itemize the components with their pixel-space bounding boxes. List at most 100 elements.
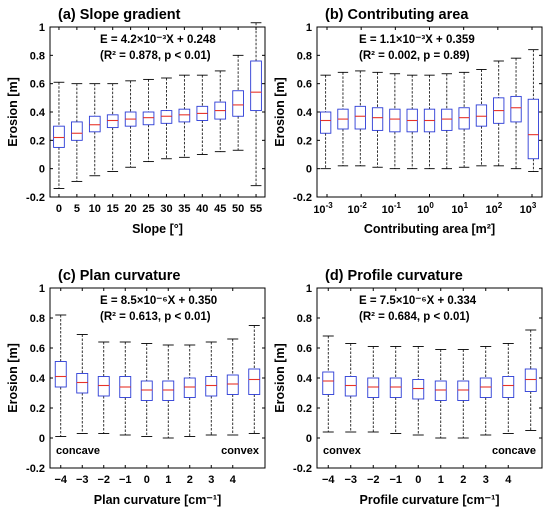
iqr-box xyxy=(162,380,175,401)
box-0 xyxy=(322,335,335,433)
x-axis-label: Plan curvature [cm⁻¹] xyxy=(94,493,221,507)
left-note: concave xyxy=(56,445,100,457)
x-tick-label: 40 xyxy=(196,203,208,215)
y-tick-label: 0.6 xyxy=(297,79,312,91)
iqr-box xyxy=(412,379,425,400)
x-tick-label: 102 xyxy=(485,201,502,216)
box-4 xyxy=(140,343,153,437)
y-tick-label: 1 xyxy=(39,22,45,34)
x-tick-label: 10-1 xyxy=(382,201,402,216)
x-tick-label: −4 xyxy=(54,474,67,486)
box-7 xyxy=(205,341,218,436)
box-9 xyxy=(214,70,227,153)
x-tick-label: 1 xyxy=(165,474,171,486)
x-tick-base: 10 xyxy=(347,204,359,216)
iqr-box xyxy=(205,376,218,397)
x-tick-label: 100 xyxy=(417,201,434,216)
box-2 xyxy=(367,346,380,433)
x-tick-base: 10 xyxy=(485,204,497,216)
x-tick-label: −3 xyxy=(76,474,89,486)
regression-equation: E = 7.5×10⁻⁶X + 0.334 xyxy=(359,295,477,307)
iqr-box xyxy=(53,125,65,148)
iqr-box xyxy=(140,380,153,401)
iqr-box xyxy=(232,90,244,117)
y-tick-label: 0.2 xyxy=(30,135,45,147)
panel-title: (d) Profile curvature xyxy=(325,268,463,284)
box-3 xyxy=(119,341,132,436)
iqr-box xyxy=(142,111,155,126)
y-tick-label: 0.8 xyxy=(297,50,312,62)
x-tick-label: 30 xyxy=(160,203,172,215)
x-tick-label: 10 xyxy=(89,203,101,215)
iqr-box xyxy=(250,60,262,112)
box-3 xyxy=(371,71,384,168)
box-8 xyxy=(196,74,209,155)
x-tick-label: 35 xyxy=(178,203,190,215)
x-tick-label: 45 xyxy=(214,203,226,215)
box-1 xyxy=(337,71,349,167)
y-tick-label: 0 xyxy=(306,433,312,445)
x-tick-label: 1 xyxy=(438,474,444,486)
box-9 xyxy=(248,325,261,434)
x-tick-exponent: 3 xyxy=(532,201,537,210)
x-tick-label: −1 xyxy=(389,474,402,486)
y-tick-label: 0.4 xyxy=(297,373,313,385)
x-tick-label: −2 xyxy=(367,474,380,486)
box-3 xyxy=(389,346,402,434)
panel-title: (c) Plan curvature xyxy=(58,268,181,284)
x-tick-label: 4 xyxy=(505,474,512,486)
regression-stats: (R² = 0.878, p < 0.01) xyxy=(100,50,211,62)
y-tick-label: -0.2 xyxy=(26,192,45,204)
box-11 xyxy=(510,57,522,170)
iqr-box xyxy=(371,107,384,131)
x-axis-label: Contributing area [m²] xyxy=(364,222,495,236)
iqr-box xyxy=(524,368,537,392)
iqr-box xyxy=(76,373,89,394)
y-tick-label: 0.4 xyxy=(30,107,46,119)
x-tick-label: 0 xyxy=(415,474,421,486)
x-tick-label: 10-2 xyxy=(347,201,367,216)
x-tick-exponent: -1 xyxy=(394,201,402,210)
iqr-box xyxy=(320,111,332,134)
iqr-box xyxy=(434,380,447,401)
iqr-box xyxy=(54,361,67,388)
y-tick-label: 0.6 xyxy=(30,343,45,355)
box-6 xyxy=(160,77,173,160)
box-7 xyxy=(441,73,453,170)
x-tick-base: 10 xyxy=(520,204,532,216)
box-6 xyxy=(183,344,196,437)
iqr-box xyxy=(322,371,335,395)
x-tick-label: 15 xyxy=(107,203,119,215)
box-2 xyxy=(97,341,110,434)
regression-stats: (R² = 0.684, p < 0.01) xyxy=(359,311,470,323)
x-tick-exponent: -2 xyxy=(360,201,368,210)
iqr-box xyxy=(475,104,488,127)
box-8 xyxy=(502,343,515,434)
iqr-box xyxy=(479,377,492,398)
regression-equation: E = 1.1×10⁻³X + 0.359 xyxy=(359,34,475,46)
box-7 xyxy=(178,74,191,158)
x-tick-label: 5 xyxy=(74,203,80,215)
x-tick-label: 10-3 xyxy=(313,201,333,216)
iqr-box xyxy=(183,377,196,398)
x-tick-label: 50 xyxy=(232,203,244,215)
y-axis-label: Erosion [m] xyxy=(6,343,20,412)
x-tick-label: 25 xyxy=(142,203,154,215)
box-11 xyxy=(250,22,262,187)
y-axis-label: Erosion [m] xyxy=(6,77,20,146)
x-tick-exponent: 2 xyxy=(498,201,503,210)
box-2 xyxy=(354,70,366,167)
y-tick-label: -0.2 xyxy=(293,192,312,204)
y-tick-label: 0.8 xyxy=(297,313,312,325)
x-tick-base: 10 xyxy=(313,204,325,216)
y-tick-label: 0 xyxy=(39,433,45,445)
iqr-box xyxy=(248,368,261,395)
y-tick-label: 0.2 xyxy=(30,403,45,415)
box-4 xyxy=(124,80,137,168)
panel-title: (b) Contributing area xyxy=(325,7,469,23)
iqr-box xyxy=(71,121,83,141)
iqr-box xyxy=(106,114,119,129)
iqr-box xyxy=(510,95,522,123)
box-4 xyxy=(412,346,425,436)
